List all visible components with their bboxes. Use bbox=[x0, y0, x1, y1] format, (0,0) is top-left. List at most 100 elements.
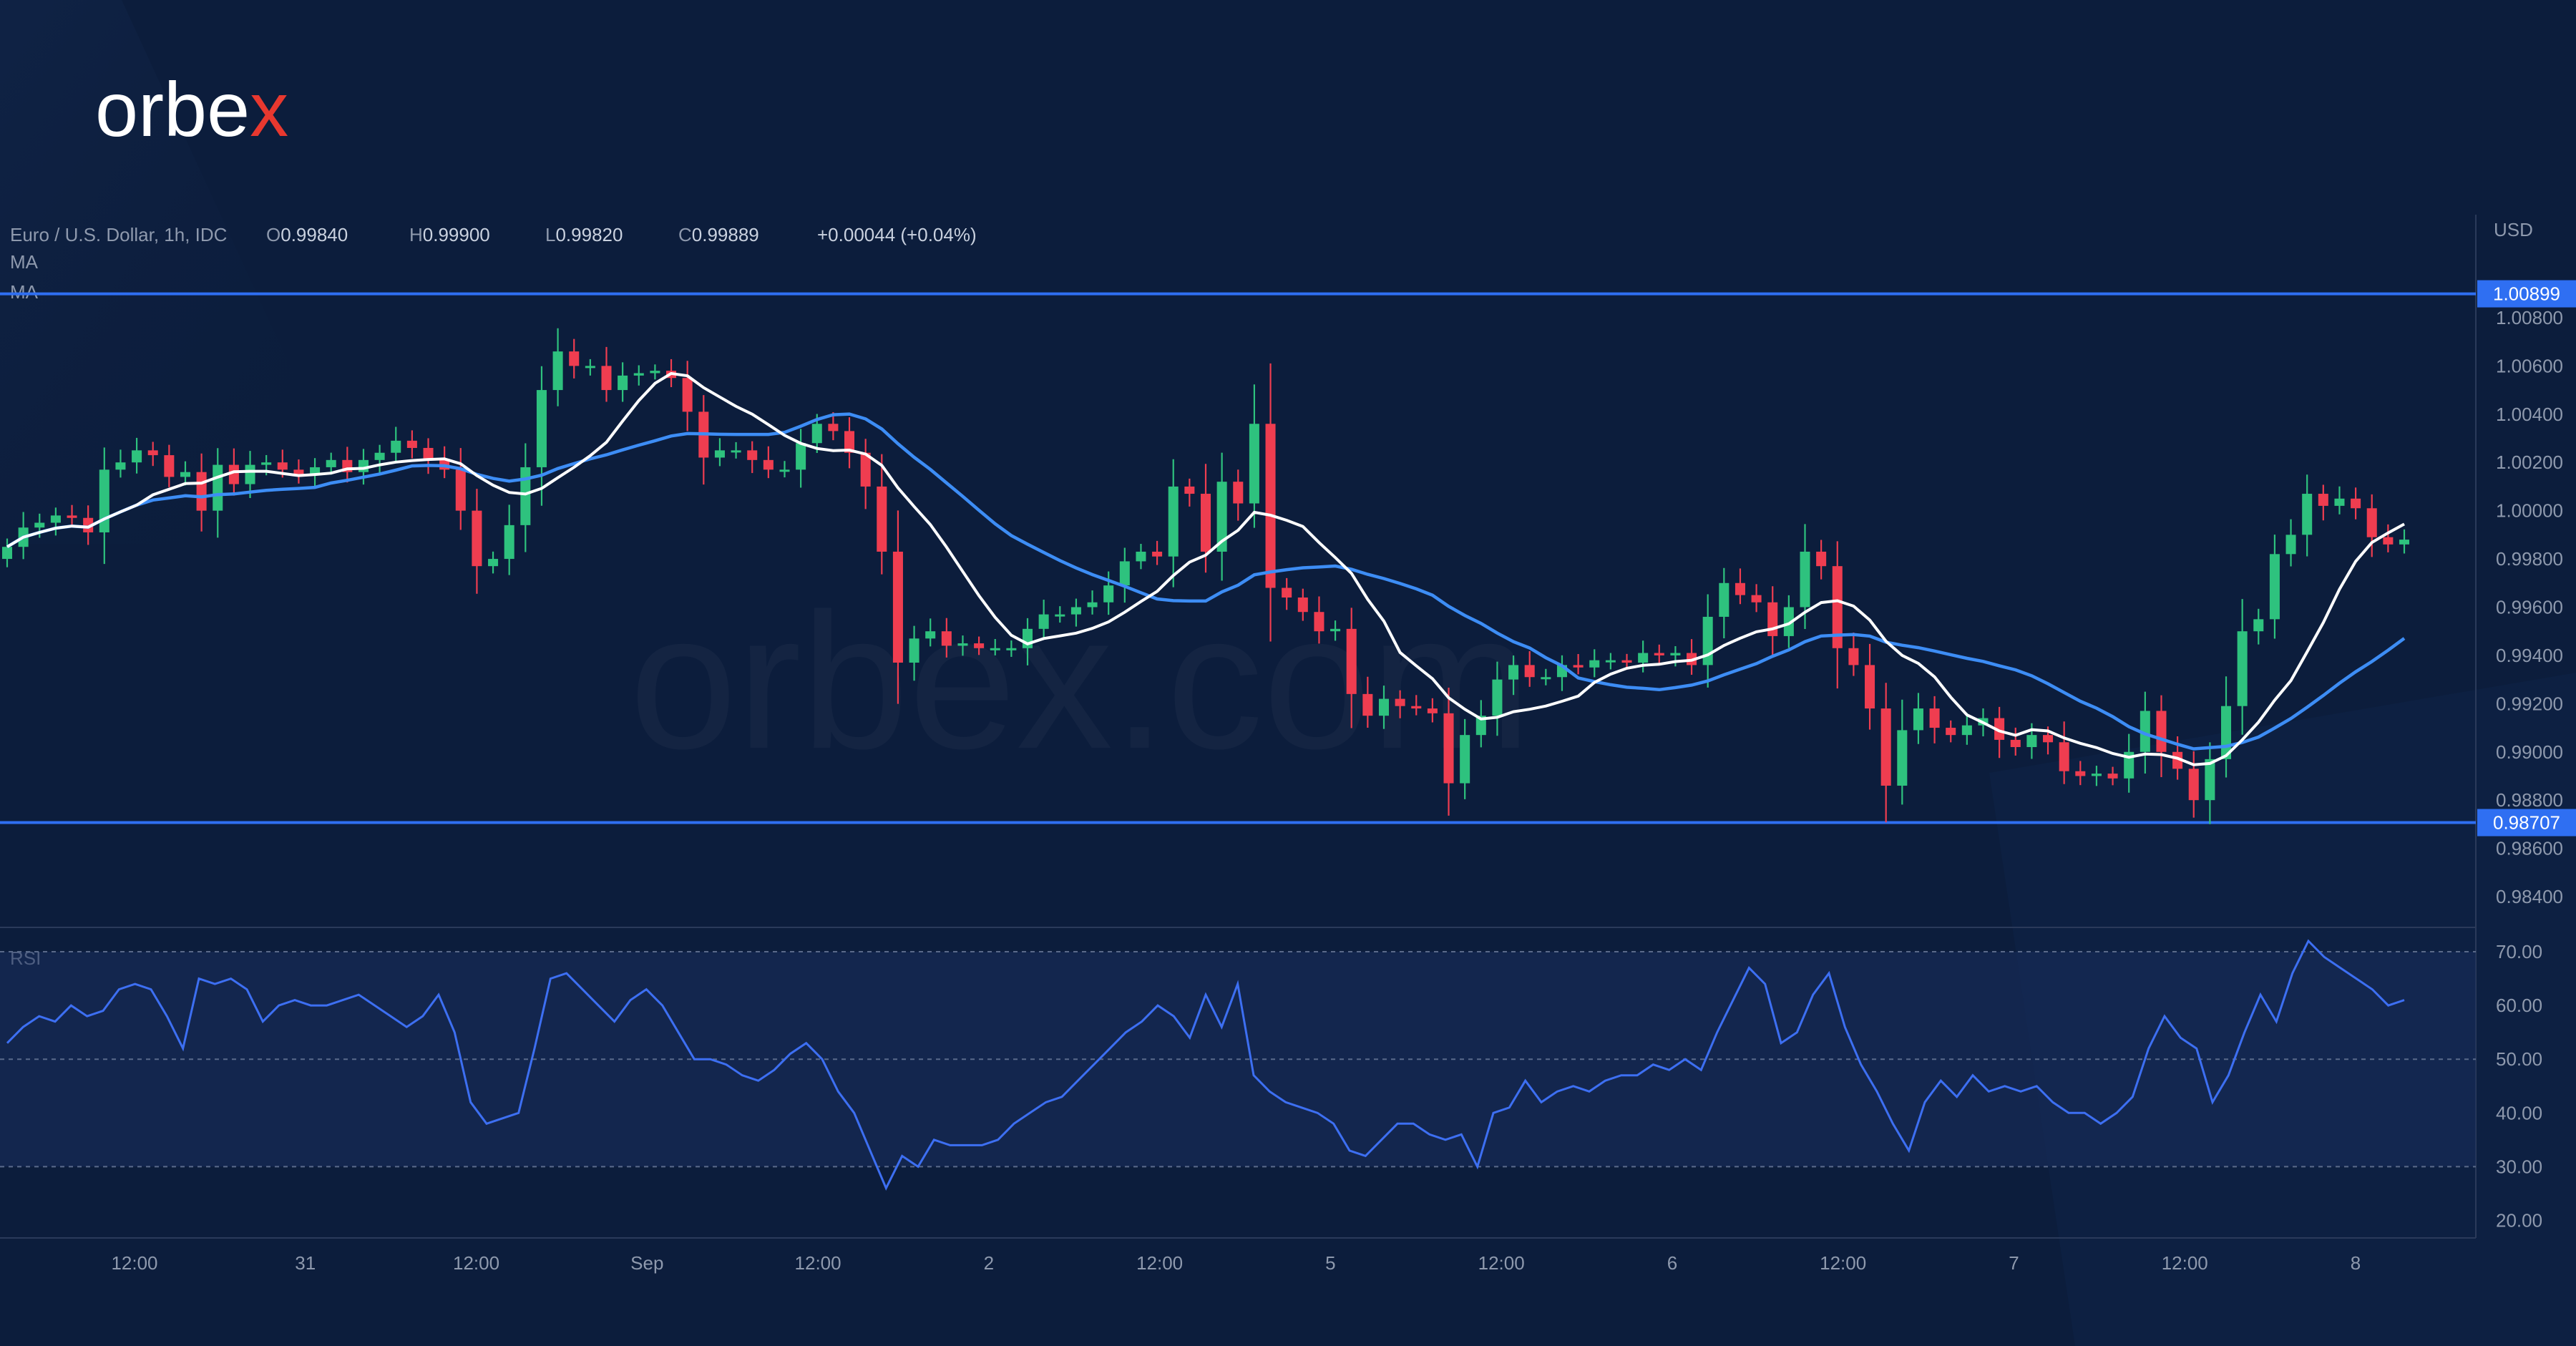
candle-body bbox=[391, 440, 401, 453]
candle-body bbox=[520, 467, 531, 525]
candle-body bbox=[779, 469, 790, 472]
candle-body bbox=[1314, 612, 1324, 632]
rsi-axis: 70.00 60.00 50.00 40.00 30.00 20.00 bbox=[2496, 941, 2542, 1231]
candle-body bbox=[2399, 540, 2410, 545]
candle-body bbox=[1119, 561, 1130, 586]
candle-body bbox=[1929, 708, 1940, 728]
legend-open-label: O bbox=[266, 224, 280, 245]
time-tick-label: Sep bbox=[630, 1252, 663, 1274]
candle-body bbox=[1621, 660, 1632, 663]
time-tick-label: 12:00 bbox=[795, 1252, 841, 1274]
rsi-tick-label: 20.00 bbox=[2496, 1209, 2542, 1231]
price-tick-label: 1.00000 bbox=[2496, 500, 2563, 522]
rsi-tick-label: 70.00 bbox=[2496, 941, 2542, 962]
candle-body bbox=[2172, 751, 2183, 769]
candle-body bbox=[796, 443, 806, 470]
candle-body bbox=[569, 351, 580, 366]
candle-body bbox=[1946, 728, 1956, 736]
candle-body bbox=[2302, 494, 2313, 535]
rsi-tick-label: 30.00 bbox=[2496, 1156, 2542, 1177]
candle-body bbox=[1492, 679, 1503, 716]
candle-body bbox=[1816, 551, 1827, 567]
candle-body bbox=[455, 469, 466, 511]
candle-body bbox=[1, 547, 13, 560]
candle-body bbox=[115, 462, 126, 470]
candle-body bbox=[1508, 665, 1519, 680]
candle-body bbox=[1038, 614, 1049, 629]
rsi-tick-label: 60.00 bbox=[2496, 995, 2542, 1016]
legend-high-label: H bbox=[409, 224, 423, 245]
legend-ma1: MA bbox=[10, 251, 39, 273]
legend-open-value: 0.99840 bbox=[280, 224, 348, 245]
svg-text:O0.99840: O0.99840 bbox=[266, 224, 348, 245]
candle-body bbox=[1541, 677, 1551, 680]
logo-text-main: orbe bbox=[95, 66, 250, 152]
watermark-text: orbex.com bbox=[630, 574, 1531, 789]
candle-body bbox=[731, 450, 741, 453]
candle-body bbox=[957, 643, 968, 646]
candle-body bbox=[650, 371, 660, 374]
legend: Euro / U.S. Dollar, 1h, IDC O0.99840 H0.… bbox=[10, 224, 977, 303]
candle-body bbox=[1475, 716, 1486, 736]
candle-body bbox=[180, 472, 191, 477]
price-tick-label: 0.98400 bbox=[2496, 886, 2563, 907]
candle-body bbox=[1735, 582, 1745, 595]
candle-body bbox=[585, 366, 595, 369]
price-tick-label: 0.99000 bbox=[2496, 741, 2563, 763]
candle-body bbox=[2140, 711, 2150, 752]
currency-label: USD bbox=[2494, 219, 2533, 240]
level-badge bbox=[2477, 809, 2576, 837]
candle-body bbox=[2285, 535, 2296, 555]
candle-body bbox=[1168, 486, 1179, 557]
candle-body bbox=[633, 373, 644, 376]
watermark: orbex.com bbox=[630, 574, 1531, 789]
candle-body bbox=[811, 424, 822, 444]
candle-body bbox=[714, 450, 725, 458]
price-tick-label: 0.99400 bbox=[2496, 645, 2563, 666]
rsi-pane bbox=[0, 939, 2476, 1191]
candle-body bbox=[1767, 602, 1778, 636]
candle-body bbox=[1427, 708, 1438, 713]
candle-body bbox=[552, 351, 563, 391]
candle-body bbox=[1460, 735, 1470, 784]
candle-body bbox=[601, 366, 612, 391]
candle-body bbox=[2188, 769, 2199, 801]
candle-body bbox=[1573, 665, 1584, 668]
legend-symbol: Euro / U.S. Dollar, 1h, IDC bbox=[10, 224, 227, 245]
candle-body bbox=[1282, 587, 1292, 598]
candle-body bbox=[2383, 537, 2394, 545]
candle-body bbox=[1848, 648, 1859, 665]
time-tick-label: 12:00 bbox=[2162, 1252, 2208, 1274]
candle-body bbox=[860, 452, 871, 487]
candle-body bbox=[1638, 653, 1649, 663]
time-tick-label: 12:00 bbox=[453, 1252, 499, 1274]
logo-text-accent: x bbox=[250, 66, 288, 152]
legend-close-value: 0.99889 bbox=[692, 224, 759, 245]
candle-body bbox=[488, 559, 499, 567]
candle-body bbox=[2059, 742, 2069, 771]
candle-body bbox=[67, 515, 77, 518]
rsi-line bbox=[6, 939, 2405, 1191]
candle-body bbox=[1136, 551, 1146, 562]
candle-body bbox=[1443, 713, 1454, 784]
candle-body bbox=[974, 643, 985, 648]
candle-body bbox=[1605, 660, 1616, 663]
candle-body bbox=[245, 464, 255, 484]
candle-body bbox=[877, 486, 887, 552]
svg-text:C0.99889: C0.99889 bbox=[678, 224, 759, 245]
level-label: 0.98707 bbox=[2493, 812, 2560, 834]
candle-body bbox=[132, 450, 142, 463]
candle-body bbox=[1800, 551, 1810, 608]
candle-body bbox=[504, 525, 514, 560]
candle-body bbox=[1362, 693, 1373, 716]
orbex-logo: orbex bbox=[95, 66, 288, 152]
candle-body bbox=[2124, 751, 2135, 779]
candle-body bbox=[1103, 585, 1114, 603]
time-tick-label: 12:00 bbox=[1478, 1252, 1525, 1274]
candle-body bbox=[213, 464, 223, 511]
candle-body bbox=[2237, 631, 2248, 706]
candle-body bbox=[925, 631, 936, 639]
svg-text:H0.99900: H0.99900 bbox=[409, 224, 490, 245]
candle-body bbox=[406, 440, 417, 448]
